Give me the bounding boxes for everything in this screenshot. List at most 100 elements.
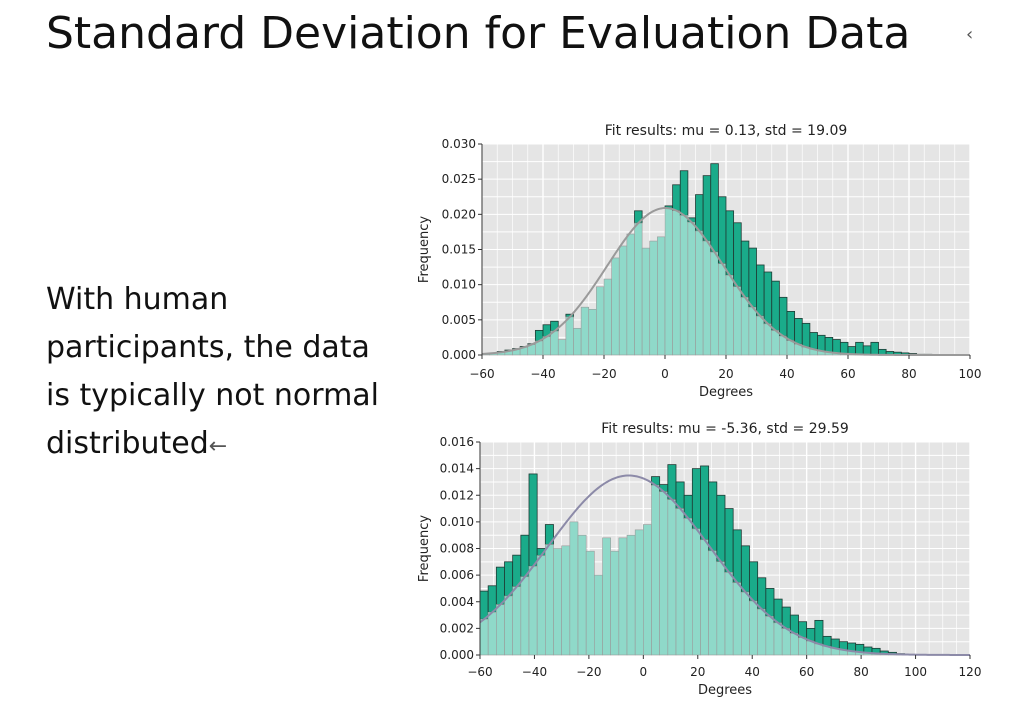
- histogram-bar: [832, 339, 841, 354]
- histogram-bar: [700, 539, 709, 656]
- histogram-bar: [672, 184, 681, 212]
- histogram-bar: [839, 341, 849, 355]
- histogram-bar: [512, 586, 522, 656]
- histogram-bar: [809, 332, 818, 350]
- histogram-bar: [626, 534, 636, 656]
- histogram-bar: [757, 608, 767, 656]
- histogram-bar: [611, 257, 620, 356]
- slide-title: Standard Deviation for Evaluation Data: [46, 8, 911, 59]
- histogram-bar: [664, 207, 673, 356]
- histogram-bottom: −60 −40 −20 0 20 40 60 80 100 120 0.000 0.002 0.004 0…: [417, 421, 981, 698]
- histogram-bar: [710, 251, 719, 356]
- histogram-bar: [756, 315, 765, 356]
- histogram-bar: [733, 222, 742, 288]
- histogram-bar: [504, 561, 514, 597]
- histogram-bar: [817, 334, 826, 352]
- paragraph-return-icon: ←: [208, 434, 228, 459]
- histogram-bar: [786, 310, 796, 341]
- histogram-bar: [495, 566, 505, 605]
- histogram-bar: [740, 297, 750, 356]
- x-tick-label: −20: [576, 665, 601, 679]
- histogram-bar: [561, 545, 571, 656]
- histogram-bar: [741, 591, 750, 656]
- histogram-bar: [643, 524, 652, 656]
- histogram-bar: [683, 518, 693, 656]
- histogram-bars: [481, 163, 933, 356]
- histogram-bar: [618, 537, 628, 656]
- histogram-bar: [675, 508, 685, 656]
- x-axis-label: Degrees: [698, 683, 752, 698]
- histogram-bar: [695, 230, 704, 356]
- histogram-bar: [708, 481, 718, 552]
- arrow-left-icon: ‹: [966, 24, 974, 45]
- histogram-bar: [545, 544, 554, 656]
- histogram-bar: [763, 271, 773, 325]
- histogram-bar: [557, 339, 567, 356]
- histogram-bar: [773, 598, 783, 624]
- histogram-bar: [626, 233, 635, 356]
- y-axis-label: Frequency: [417, 515, 432, 582]
- y-tick-label: 0.016: [440, 435, 474, 449]
- histogram-bar: [634, 222, 643, 356]
- histogram-bar: [687, 221, 696, 356]
- x-tick-label: 80: [901, 367, 916, 381]
- histogram-bar: [610, 550, 620, 656]
- histogram-bar: [692, 528, 701, 656]
- histogram-bar: [487, 611, 497, 656]
- fit-curve: [481, 207, 970, 356]
- y-tick-label: 0.014: [440, 462, 474, 476]
- histogram-bar: [536, 555, 546, 656]
- x-tick-label: −60: [469, 367, 494, 381]
- y-tick-label: 0.006: [440, 568, 474, 582]
- histogram-bar: [732, 582, 742, 656]
- histogram-bar: [748, 247, 757, 308]
- histogram-bar: [520, 534, 530, 578]
- x-tick-label: 80: [853, 665, 868, 679]
- histogram-bar: [710, 163, 719, 253]
- histogram-bar: [798, 637, 807, 656]
- histogram-bar: [716, 561, 726, 656]
- slide-body-text: With human participants, the data is typ…: [46, 276, 386, 471]
- histogram-bar: [520, 576, 530, 656]
- x-tick-label: 20: [690, 665, 705, 679]
- histogram-bar: [749, 561, 759, 602]
- histogram-bar: [733, 286, 742, 356]
- histogram-bar: [573, 327, 582, 356]
- histogram-bar: [585, 550, 595, 656]
- x-tick-label: 20: [718, 367, 733, 381]
- histogram-bar: [634, 529, 644, 656]
- histogram-bar: [765, 616, 775, 656]
- histogram-bar: [725, 210, 735, 276]
- histogram-bar: [855, 341, 864, 355]
- histogram-bar: [814, 619, 824, 645]
- histogram-bar: [577, 534, 587, 656]
- y-tick-label: 0.000: [442, 348, 476, 362]
- histogram-bar: [749, 600, 758, 656]
- histogram-bar: [794, 318, 803, 345]
- histogram-bar: [679, 170, 689, 216]
- histogram-bar: [862, 345, 872, 356]
- histogram-bar: [565, 316, 574, 356]
- histogram-bar: [771, 330, 780, 356]
- histogram-bar: [771, 280, 780, 331]
- y-tick-label: 0.005: [442, 313, 476, 327]
- y-tick-label: 0.002: [440, 621, 474, 635]
- histogram-bar: [657, 236, 666, 356]
- histogram-bar: [588, 308, 597, 356]
- histogram-bar: [724, 572, 734, 656]
- histogram-bar: [504, 595, 513, 656]
- x-axis-label: Degrees: [699, 385, 753, 400]
- histogram-bar: [651, 484, 660, 656]
- histogram-bar: [763, 323, 773, 356]
- histogram-bar: [659, 491, 669, 656]
- y-tick-label: 0.010: [442, 278, 476, 292]
- x-tick-label: 60: [840, 367, 855, 381]
- y-tick-label: 0.012: [440, 488, 474, 502]
- histogram-bar: [773, 622, 783, 656]
- y-axis-label: Frequency: [417, 216, 432, 283]
- histogram-bar: [496, 604, 505, 656]
- histogram-bar: [708, 550, 718, 656]
- x-tick-label: 120: [959, 665, 982, 679]
- histogram-bar: [778, 296, 788, 337]
- histogram-bar: [724, 508, 734, 573]
